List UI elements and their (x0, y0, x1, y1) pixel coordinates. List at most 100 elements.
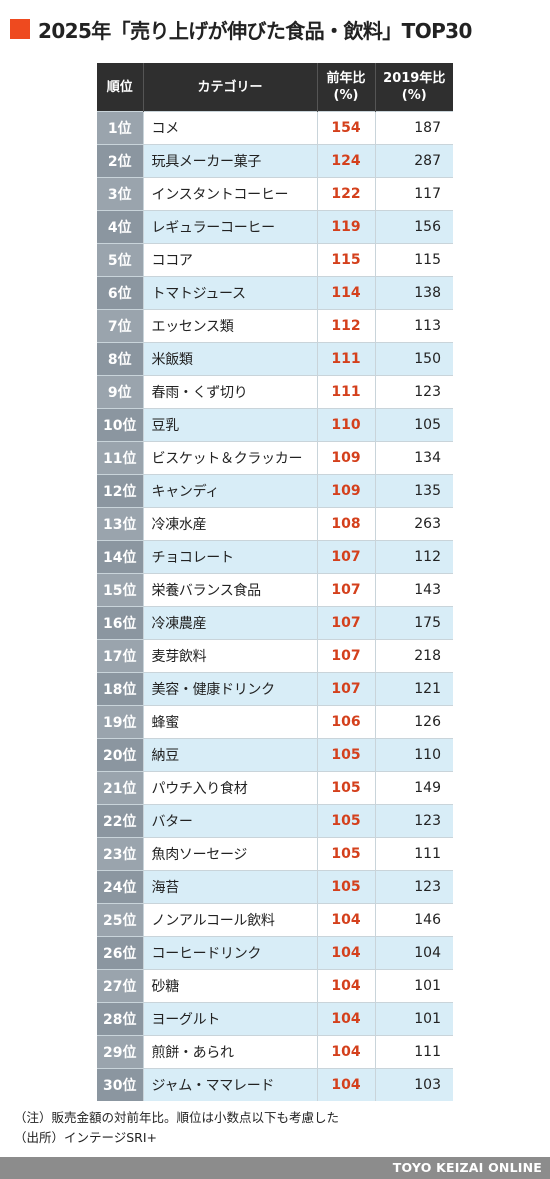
yoy-cell: 107 (317, 639, 376, 673)
rank-cell: 28位 (97, 1002, 144, 1036)
table-row: 18位 美容・健康ドリンク 107 121 (97, 672, 453, 706)
vs-2019-cell: 111 (375, 837, 453, 871)
category-cell: 米飯類 (143, 342, 318, 376)
notes: （注）販売金額の対前年比。順位は小数点以下も考慮した （出所）インテージSRI+ (14, 1108, 339, 1148)
rank-cell: 6位 (97, 276, 144, 310)
table-row: 13位 冷凍水産 108 263 (97, 507, 453, 541)
rank-cell: 12位 (97, 474, 144, 508)
yoy-cell: 112 (317, 309, 376, 343)
rank-cell: 16位 (97, 606, 144, 640)
rank-cell: 5位 (97, 243, 144, 277)
table-row: 11位 ビスケット＆クラッカー 109 134 (97, 441, 453, 475)
yoy-cell: 109 (317, 474, 376, 508)
rank-cell: 7位 (97, 309, 144, 343)
rank-cell: 26位 (97, 936, 144, 970)
rank-cell: 19位 (97, 705, 144, 739)
vs-2019-cell: 156 (375, 210, 453, 244)
rank-cell: 1位 (97, 111, 144, 145)
category-cell: 豆乳 (143, 408, 318, 442)
vs-2019-cell: 287 (375, 144, 453, 178)
category-cell: チョコレート (143, 540, 318, 574)
rank-cell: 2位 (97, 144, 144, 178)
vs-2019-cell: 126 (375, 705, 453, 739)
vs-2019-cell: 218 (375, 639, 453, 673)
table-row: 5位 ココア 115 115 (97, 243, 453, 277)
vs-2019-cell: 134 (375, 441, 453, 475)
vs-2019-cell: 117 (375, 177, 453, 211)
table-row: 7位 エッセンス類 112 113 (97, 309, 453, 343)
rank-cell: 22位 (97, 804, 144, 838)
category-cell: ココア (143, 243, 318, 277)
yoy-cell: 122 (317, 177, 376, 211)
rank-cell: 23位 (97, 837, 144, 871)
rank-cell: 4位 (97, 210, 144, 244)
yoy-cell: 104 (317, 1002, 376, 1036)
table-row: 12位 キャンディ 109 135 (97, 474, 453, 508)
vs-2019-cell: 115 (375, 243, 453, 277)
table-row: 21位 パウチ入り食材 105 149 (97, 771, 453, 805)
category-cell: バター (143, 804, 318, 838)
vs-2019-cell: 135 (375, 474, 453, 508)
yoy-cell: 105 (317, 804, 376, 838)
rank-cell: 13位 (97, 507, 144, 541)
category-cell: 砂糖 (143, 969, 318, 1003)
category-cell: 冷凍水産 (143, 507, 318, 541)
yoy-cell: 115 (317, 243, 376, 277)
rank-cell: 10位 (97, 408, 144, 442)
category-cell: トマトジュース (143, 276, 318, 310)
category-cell: キャンディ (143, 474, 318, 508)
ranking-table: 順位 カテゴリー 前年比 (%) 2019年比 (%) 1位 コメ 154 187 2位… (97, 63, 453, 1101)
header-yoy: 前年比 (%) (317, 63, 376, 112)
table-body: 1位 コメ 154 187 2位 玩具メーカー菓子 124 287 3位 インスタントコーヒー 12… (97, 111, 453, 1101)
vs-2019-cell: 123 (375, 804, 453, 838)
rank-cell: 30位 (97, 1068, 144, 1101)
yoy-cell: 105 (317, 837, 376, 871)
category-cell: エッセンス類 (143, 309, 318, 343)
table-row: 17位 麦芽飲料 107 218 (97, 639, 453, 673)
table-row: 26位 コーヒードリンク 104 104 (97, 936, 453, 970)
vs-2019-cell: 101 (375, 969, 453, 1003)
table-row: 20位 納豆 105 110 (97, 738, 453, 772)
category-cell: ヨーグルト (143, 1002, 318, 1036)
vs-2019-cell: 110 (375, 738, 453, 772)
category-cell: パウチ入り食材 (143, 771, 318, 805)
yoy-cell: 111 (317, 342, 376, 376)
rank-cell: 21位 (97, 771, 144, 805)
yoy-cell: 111 (317, 375, 376, 409)
yoy-cell: 107 (317, 573, 376, 607)
source-text: （出所）インテージSRI+ (14, 1130, 158, 1145)
yoy-cell: 107 (317, 672, 376, 706)
yoy-cell: 106 (317, 705, 376, 739)
yoy-cell: 104 (317, 903, 376, 937)
yoy-cell: 104 (317, 1035, 376, 1069)
table-row: 29位 煎餅・あられ 104 111 (97, 1035, 453, 1069)
yoy-cell: 105 (317, 771, 376, 805)
rank-cell: 11位 (97, 441, 144, 475)
footer-bar: TOYO KEIZAI ONLINE (0, 1157, 550, 1179)
table-row: 19位 蜂蜜 106 126 (97, 705, 453, 739)
category-cell: 麦芽飲料 (143, 639, 318, 673)
category-cell: ノンアルコール飲料 (143, 903, 318, 937)
category-cell: ビスケット＆クラッカー (143, 441, 318, 475)
vs-2019-cell: 146 (375, 903, 453, 937)
header-category: カテゴリー (143, 63, 318, 112)
vs-2019-cell: 105 (375, 408, 453, 442)
category-cell: 納豆 (143, 738, 318, 772)
title-accent-square (10, 19, 30, 39)
vs-2019-cell: 111 (375, 1035, 453, 1069)
category-cell: 冷凍農産 (143, 606, 318, 640)
category-cell: コメ (143, 111, 318, 145)
category-cell: インスタントコーヒー (143, 177, 318, 211)
table-row: 23位 魚肉ソーセージ 105 111 (97, 837, 453, 871)
table-row: 24位 海苔 105 123 (97, 870, 453, 904)
table-row: 1位 コメ 154 187 (97, 111, 453, 145)
vs-2019-cell: 175 (375, 606, 453, 640)
table-row: 27位 砂糖 104 101 (97, 969, 453, 1003)
yoy-cell: 104 (317, 969, 376, 1003)
yoy-cell: 104 (317, 1068, 376, 1101)
table-row: 25位 ノンアルコール飲料 104 146 (97, 903, 453, 937)
table-row: 4位 レギュラーコーヒー 119 156 (97, 210, 453, 244)
yoy-cell: 124 (317, 144, 376, 178)
table-row: 9位 春雨・くず切り 111 123 (97, 375, 453, 409)
yoy-cell: 154 (317, 111, 376, 145)
